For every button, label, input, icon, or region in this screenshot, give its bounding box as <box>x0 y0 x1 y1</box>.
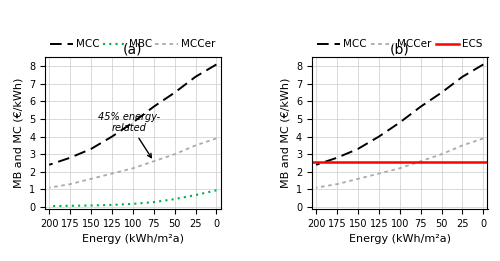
X-axis label: Energy (kWh/m²a): Energy (kWh/m²a) <box>348 234 450 244</box>
Y-axis label: MB and MC (€/kWh): MB and MC (€/kWh) <box>280 78 290 188</box>
X-axis label: Energy (kWh/m²a): Energy (kWh/m²a) <box>82 234 184 244</box>
Legend: MCC, MBC, MCCer: MCC, MBC, MCCer <box>50 39 215 49</box>
Text: 45% energy-
related: 45% energy- related <box>98 111 160 158</box>
Title: (b): (b) <box>390 42 409 56</box>
Title: (a): (a) <box>123 42 142 56</box>
Y-axis label: MB and MC (€/kWh): MB and MC (€/kWh) <box>14 78 24 188</box>
Legend: MCC, MCCer, ECS: MCC, MCCer, ECS <box>317 39 482 49</box>
